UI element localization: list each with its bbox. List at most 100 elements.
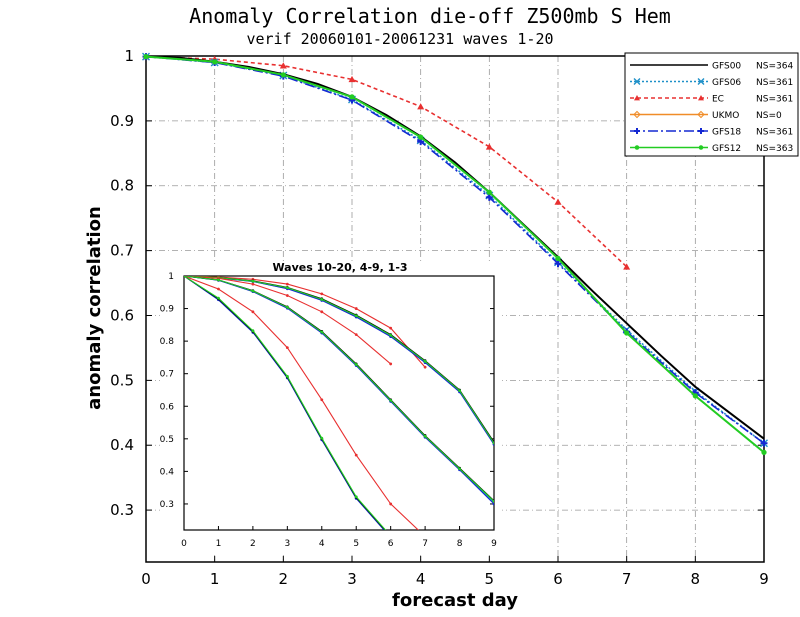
inset-data-point [389,502,393,506]
legend-entry-ukmo: UKMO NS=0 [630,110,782,121]
inset-data-point [354,495,358,499]
data-point [554,260,562,268]
y-axis-label: anomaly correlation [84,206,105,410]
data-point [555,255,561,262]
data-point [485,193,493,201]
legend-sample-count: NS=0 [756,111,782,121]
inset-data-point [285,374,289,378]
inset-x-tick-label: 6 [388,539,394,549]
inset-data-point [320,310,324,314]
inset-data-point [251,279,255,283]
legend-sample-count: NS=363 [756,144,793,154]
inset-data-point [285,286,289,290]
inset-y-tick-label: 0.3 [160,500,174,510]
main-axes: 0 1 2 3 4 5 6 7 8 9 0.3 0.4 0.5 0.6 0.7 0.8 0.9 1 [110,47,769,588]
x-tick-label: 5 [485,570,495,588]
inset-data-point [217,287,220,291]
data-point [692,393,698,399]
series-gfs00 [145,55,765,440]
inset-y-tick-label: 0.4 [160,467,175,477]
inset-data-point [251,282,255,286]
data-point [554,198,562,205]
inset-data-point [354,453,358,457]
x-axis-label: forecast day [392,590,518,611]
inset-data-point [423,365,427,369]
inset-x-tick-label: 4 [319,539,325,549]
inset-x-tick-label: 3 [284,539,290,549]
inset-data-point [251,310,255,314]
data-point [761,449,767,455]
x-tick-label: 0 [141,570,151,588]
legend-box [624,52,799,157]
inset-y-tick-label: 0.5 [160,435,174,445]
inset-data-point [354,307,358,310]
inset-data-point [184,276,186,278]
data-point [143,54,149,60]
legend-marker [633,78,641,85]
inset-group-waves-4-9 [184,276,494,506]
inset-group-waves-1-3 [184,276,494,446]
data-point [349,94,355,100]
chart-title: Anomaly Correlation die-off Z500mb S Hem [189,4,671,28]
legend-marker [634,145,640,150]
y-tick-label: 0.3 [110,501,134,519]
inset-data-point [354,363,358,366]
data-point [486,189,492,195]
inset-x-tick-label: 5 [353,539,359,549]
data-point [417,103,425,110]
legend-marker [634,128,640,134]
legend-label: GFS06 [712,78,741,88]
legend-marker [698,128,704,134]
data-point [212,59,218,65]
inset-data-point [389,362,393,366]
inset-y-tick-label: 0.7 [160,370,174,380]
x-tick-label: 8 [691,570,701,588]
inset-data-point [389,398,393,402]
inset-data-point [285,294,289,297]
legend-entry-gfs00: GFS00 NS=364 [630,62,793,72]
legend-sample-count: NS=361 [756,78,793,88]
legend-sample-count: NS=361 [756,95,793,105]
inset-data-point [354,333,358,337]
legend-entry-gfs18: GFS18 NS=361 [630,128,793,138]
x-tick-label: 3 [347,570,357,588]
inset-title: Waves 10-20, 4-9, 1-3 [272,261,407,274]
data-point [279,62,287,69]
legend-marker [633,110,641,119]
y-tick-label: 0.4 [110,436,134,454]
inset-x-tick-label: 0 [181,539,187,549]
legend-marker [634,95,640,101]
x-tick-label: 9 [759,570,769,588]
inset-data-point [492,502,494,506]
legend-marker [697,110,705,119]
inset-data-point [320,292,324,296]
inset-data-point [285,346,289,350]
x-tick-label: 1 [210,570,220,588]
data-point [760,439,768,447]
inset-data-point [354,314,358,318]
data-point [348,75,356,83]
inset-data-point [492,499,494,503]
legend-sample-count: NS=361 [756,128,793,138]
inset-data-point [320,398,324,402]
legend-entry-gfs12: GFS12 NS=363 [630,144,793,154]
y-tick-label: 0.7 [110,242,134,260]
legend-label: EC [712,95,724,105]
legend-label: GFS00 [712,62,741,72]
inset-data-point [251,329,255,333]
inset-series-gfs12 [184,276,494,503]
data-point [485,143,493,150]
inset-y-tick-label: 0.8 [160,337,175,347]
inset-series-ec [184,276,420,530]
legend-label: GFS12 [712,144,741,154]
main-series [142,52,768,455]
inset-x-tick-label: 7 [422,539,428,549]
inset-background [160,263,502,555]
legend-label: UKMO [712,111,739,121]
inset-y-tick-label: 1 [168,272,174,282]
legend-marker [698,145,704,150]
x-tick-label: 2 [279,570,289,588]
inset-x-tick-label: 1 [216,539,222,549]
inset-frame [183,275,495,531]
